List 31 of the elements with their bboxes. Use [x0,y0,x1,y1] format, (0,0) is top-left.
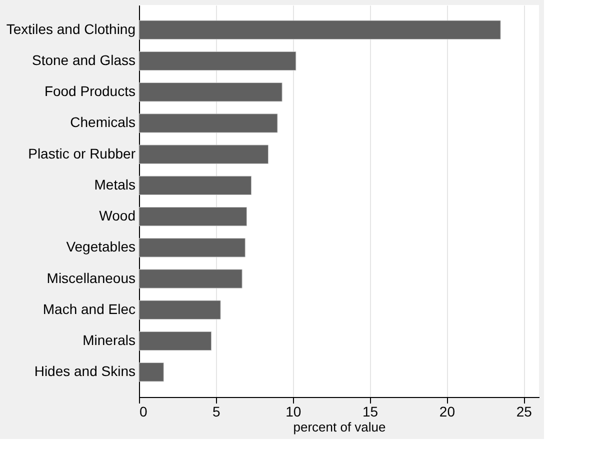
y-tick-label: Chemicals [70,114,136,130]
x-tick-label: 0 [140,404,148,420]
y-tick-label: Miscellaneous [46,270,136,286]
y-tick-label: Hides and Skins [34,363,136,380]
bar [138,176,252,196]
bar [138,300,221,320]
x-tick-label: 20 [439,404,456,420]
y-tick-label: Metals [94,176,136,192]
bar [138,206,247,226]
y-tick-label: Minerals [82,332,136,348]
y-tick-label: Stone and Glass [32,52,136,68]
bar [138,269,242,288]
bar [138,238,246,258]
bar [138,82,282,102]
bar [138,362,164,382]
x-axis-title: percent of value [293,420,386,434]
x-tick-label: 10 [286,404,302,420]
x-tick-label: 15 [362,404,378,420]
y-tick-label: Mach and Elec [42,300,136,317]
y-tick-label: Food Products [44,83,136,100]
x-tick-label: 25 [516,404,532,420]
bar [138,20,501,40]
y-tick-label: Vegetables [66,238,136,255]
bar [138,51,296,71]
bar [138,114,278,133]
x-tick-label: 5 [212,404,221,420]
y-tick-label: Textiles and Clothing [6,20,136,37]
y-tick-label: Plastic or Rubber [28,145,136,162]
bar [138,331,212,351]
y-tick-label: Wood [99,208,136,224]
bar [138,144,268,164]
